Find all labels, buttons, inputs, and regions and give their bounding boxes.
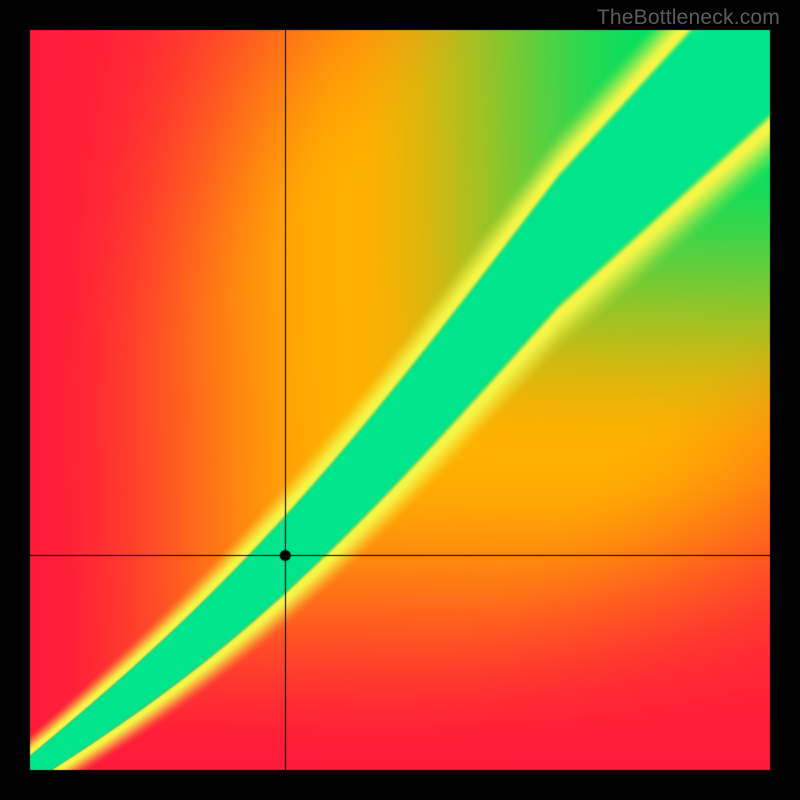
heatmap-canvas bbox=[0, 0, 800, 800]
watermark-text: TheBottleneck.com bbox=[597, 6, 780, 30]
chart-container: TheBottleneck.com bbox=[0, 0, 800, 800]
